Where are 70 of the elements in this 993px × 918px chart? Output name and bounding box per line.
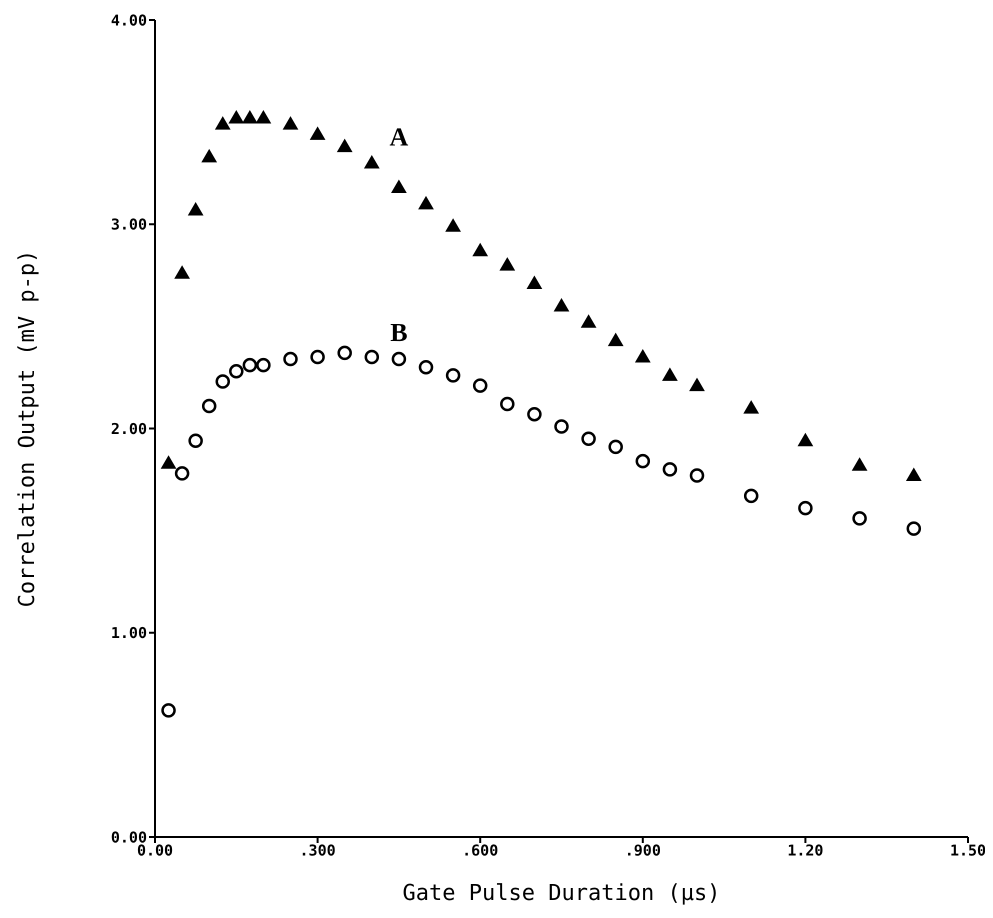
point <box>554 298 569 312</box>
point <box>526 276 542 289</box>
point <box>337 346 352 360</box>
point <box>527 406 542 422</box>
point <box>161 703 176 718</box>
point <box>161 456 176 469</box>
point <box>228 110 244 124</box>
point <box>472 378 488 393</box>
point <box>364 155 380 168</box>
series-label: A <box>390 122 409 152</box>
point <box>310 350 325 364</box>
point <box>635 350 650 363</box>
x-tick-label: .600 <box>462 842 498 860</box>
series-label: B <box>390 318 408 348</box>
point <box>446 368 460 383</box>
point <box>256 110 271 124</box>
x-tick-label: 1.50 <box>950 842 986 860</box>
point <box>608 440 623 454</box>
point <box>188 434 203 448</box>
point <box>446 218 461 232</box>
point <box>364 350 380 364</box>
point <box>174 466 190 481</box>
point <box>256 358 271 372</box>
point <box>608 333 624 346</box>
point <box>418 196 434 210</box>
point <box>744 400 759 414</box>
point <box>690 378 704 392</box>
point <box>391 180 406 193</box>
x-axis-title: Gate Pulse Duration (µs) <box>402 881 720 906</box>
x-tick-label: 0.00 <box>136 842 174 860</box>
point <box>472 243 488 256</box>
point <box>500 258 515 271</box>
y-axis-title: Correlation Output (mV p-p) <box>14 250 40 608</box>
point <box>242 110 258 124</box>
point <box>581 431 596 446</box>
point <box>216 374 230 389</box>
point <box>283 352 298 366</box>
point <box>906 521 922 536</box>
y-tick-label: 1.00 <box>110 624 147 642</box>
point <box>636 454 650 468</box>
x-tick-label: 1.20 <box>787 842 824 860</box>
y-tick-label: 4.00 <box>110 11 147 30</box>
point <box>229 364 244 379</box>
y-tick-label: 3.00 <box>110 216 147 234</box>
point <box>852 511 867 526</box>
point <box>310 126 326 140</box>
point <box>242 358 258 372</box>
point <box>418 360 434 374</box>
point <box>337 139 352 152</box>
point <box>662 462 678 477</box>
point <box>690 468 704 483</box>
point <box>283 116 298 130</box>
point <box>174 266 190 279</box>
point <box>554 419 569 434</box>
y-tick-label: 2.00 <box>110 420 147 438</box>
point <box>202 398 216 414</box>
point <box>798 433 813 446</box>
point <box>662 368 678 381</box>
point <box>852 458 868 471</box>
point <box>500 396 515 412</box>
point <box>202 149 217 162</box>
point <box>581 314 596 328</box>
point <box>215 116 230 130</box>
point <box>188 202 204 216</box>
x-tick-label: .900 <box>624 842 661 860</box>
point <box>392 352 406 366</box>
point <box>744 488 758 504</box>
point <box>906 468 922 481</box>
point <box>798 500 813 516</box>
x-tick-label: .300 <box>300 842 336 860</box>
